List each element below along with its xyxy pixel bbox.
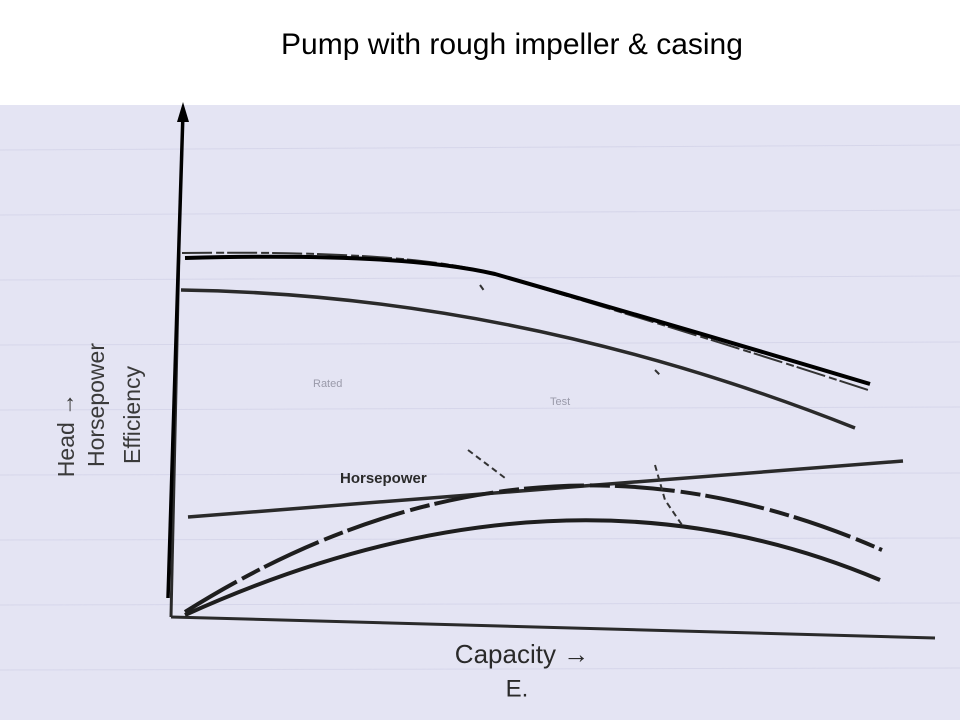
- overlay-head-curve: [184, 254, 871, 386]
- figure-label: E.: [506, 675, 529, 702]
- scan-ruling: [0, 144, 960, 671]
- scan-marks: [467, 284, 683, 526]
- curve-label: Horsepower: [340, 470, 427, 487]
- scanned-figure: Horsepower Rated Test Head → Horsepower …: [0, 105, 960, 720]
- x-axis-label: Capacity →: [455, 639, 589, 669]
- efficiency-test-curve: [183, 483, 883, 614]
- overlay-arrowhead: [177, 102, 189, 122]
- annotation: Rated: [313, 378, 342, 390]
- y-axis-label: Horsepower: [83, 343, 109, 467]
- efficiency-rated-curve: [184, 518, 881, 617]
- horsepower-line: [187, 459, 904, 519]
- annotation: Test: [550, 396, 570, 408]
- head-rated-curve: [180, 288, 856, 430]
- y-axis-label: Efficiency: [119, 365, 145, 464]
- overlay-axis-arrow: [166, 111, 185, 599]
- scan-x-axis: [170, 615, 936, 640]
- scan-background: [0, 105, 960, 720]
- slide-title: Pump with rough impeller & casing: [281, 28, 743, 61]
- y-axis-label: Head →: [53, 393, 79, 477]
